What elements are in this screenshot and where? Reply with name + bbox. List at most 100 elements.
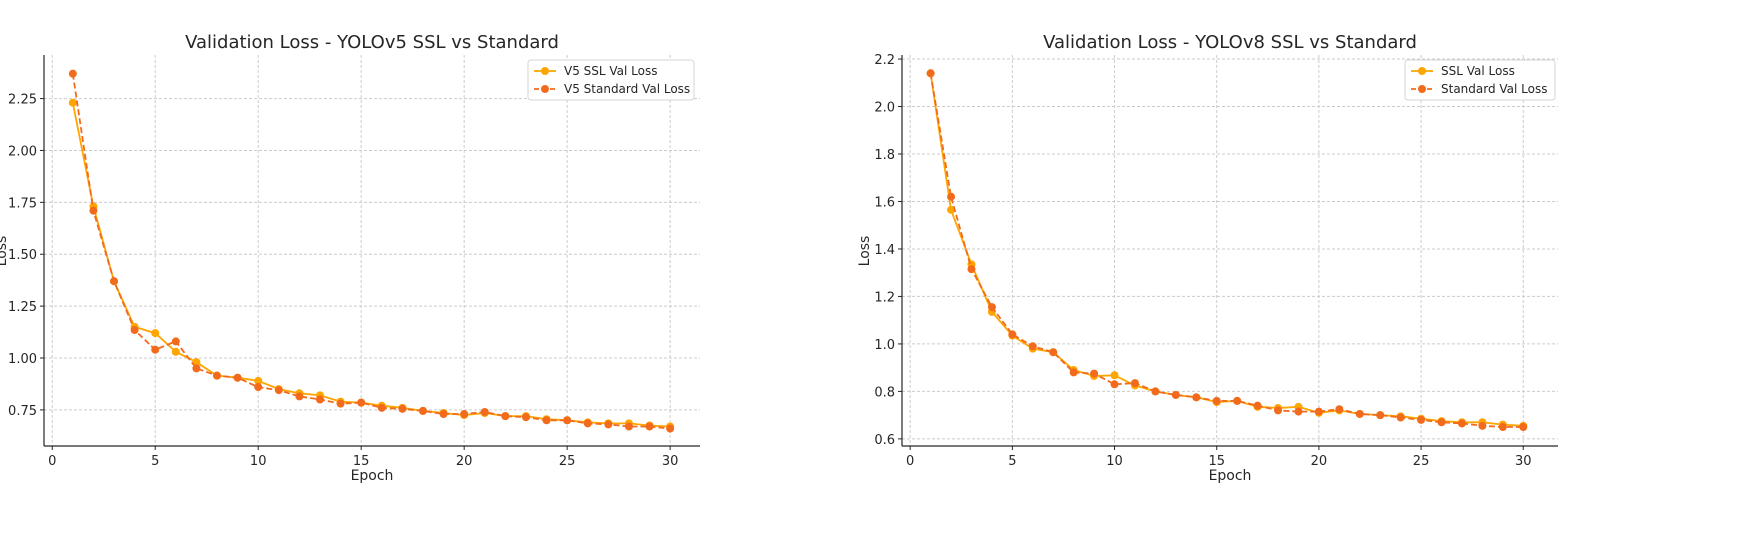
data-point [1355,409,1364,418]
data-point [1335,405,1344,414]
data-point [926,69,935,78]
x-tick-label: 0 [906,454,914,469]
data-point [501,412,510,421]
data-point [604,420,613,429]
legend: V5 SSL Val Loss V5 Standard Val Loss [527,59,695,101]
data-point [1212,396,1221,405]
x-tick-label: 10 [250,454,267,469]
data-point [418,406,427,415]
y-tick-label: 1.50 [8,248,37,263]
data-point [68,69,77,78]
data-point [624,422,633,431]
y-tick-label: 1.0 [874,338,895,353]
y-axis-label: Loss [0,236,10,267]
data-point [439,410,448,419]
series-line-1 [929,73,1524,428]
data-point [1274,406,1283,415]
data-point [1171,390,1180,399]
x-tick-label: 15 [353,454,370,469]
data-point [68,98,77,107]
data-point [315,395,324,404]
y-tick-label: 2.2 [874,53,895,68]
y-tick-label: 1.8 [874,148,895,163]
chart-title: Validation Loss - YOLOv5 SSL vs Standard [185,32,559,53]
data-point [1151,387,1160,396]
data-point [89,206,98,215]
data-point [987,303,996,312]
data-point [1233,396,1242,405]
data-point [1498,423,1507,432]
y-tick-label: 0.6 [874,433,895,448]
y-tick-label: 1.25 [8,300,37,315]
data-point [336,399,345,408]
x-tick-label: 0 [48,454,56,469]
data-point [151,345,160,354]
data-point [583,419,592,428]
x-axis-label: Epoch [1209,468,1252,484]
y-tick-label: 2.25 [8,93,37,108]
legend-label: V5 Standard Val Loss [564,82,690,96]
data-point [192,358,201,367]
data-point [666,424,675,433]
legend-marker [541,85,549,93]
data-point [1110,380,1119,389]
chart-title: Validation Loss - YOLOv8 SSL vs Standard [1043,32,1417,53]
y-tick-label: 2.0 [874,101,895,116]
legend-marker [1418,85,1426,93]
data-point [213,371,222,380]
data-point [542,416,551,425]
data-point [1478,421,1487,430]
legend-marker [541,67,549,75]
data-point [274,386,283,395]
data-point [480,407,489,416]
data-point [1008,330,1017,339]
data-point [1069,368,1078,377]
y-axis-label: Loss [857,236,873,267]
data-point [1028,342,1037,351]
x-tick-label: 15 [1208,454,1225,469]
data-point [1437,418,1446,427]
x-tick-label: 20 [1311,454,1328,469]
data-point [110,277,119,286]
data-point [171,347,180,356]
chart-yolov5: Validation Loss - YOLOv5 SSL vs Standard… [0,32,700,484]
data-point [254,376,263,385]
data-point [460,410,469,419]
series-line-0 [929,73,1524,427]
data-point [521,413,530,422]
series-line-0 [71,102,671,428]
data-point [645,422,654,431]
legend-label: SSL Val Loss [1441,64,1515,78]
y-tick-label: 1.6 [874,195,895,210]
y-tick-label: 1.2 [874,290,895,305]
data-point [1396,413,1405,422]
data-point [967,265,976,274]
legend-box [1404,59,1556,101]
x-tick-label: 5 [151,454,159,469]
data-point [1519,423,1528,432]
legend-box [527,59,695,101]
data-point [1049,348,1058,357]
data-point [1090,369,1099,378]
data-point [130,325,139,334]
legend: SSL Val Loss Standard Val Loss [1404,59,1556,101]
data-point [377,403,386,412]
y-tick-label: 1.00 [8,352,37,367]
data-point [1457,419,1466,428]
x-tick-label: 30 [1515,454,1532,469]
legend-label: V5 SSL Val Loss [564,64,658,78]
series-line-1 [71,73,671,430]
data-point [295,392,304,401]
data-point [1376,411,1385,420]
x-tick-label: 20 [456,454,473,469]
data-point [171,337,180,346]
data-point [192,364,201,373]
data-point [357,398,366,407]
data-point [1253,401,1262,410]
x-tick-label: 25 [559,454,576,469]
x-tick-label: 30 [662,454,679,469]
data-point [1314,407,1323,416]
data-point [1192,393,1201,402]
y-tick-label: 0.8 [874,385,895,400]
data-point [947,205,956,214]
